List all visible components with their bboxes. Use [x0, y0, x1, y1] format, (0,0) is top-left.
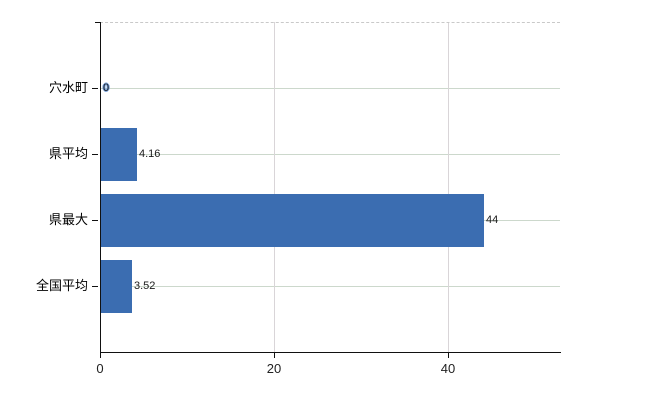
horizontal-gridline — [101, 154, 560, 155]
x-tick-label: 0 — [96, 361, 104, 376]
category-tick — [92, 220, 98, 221]
horizontal-gridline — [101, 88, 560, 89]
plot-top-border — [100, 22, 560, 23]
y-axis — [100, 22, 101, 352]
bar-県平均 — [101, 128, 137, 181]
bar-value-label: 44 — [486, 214, 499, 226]
category-tick — [92, 154, 98, 155]
horizontal-gridline — [101, 286, 560, 287]
bar-value-label: 3.52 — [134, 280, 156, 292]
x-tick-mark — [448, 353, 450, 358]
x-tick-mark — [100, 353, 101, 358]
bar-value-label: 4.16 — [139, 148, 161, 160]
category-label: 県平均 — [48, 146, 88, 161]
category-tick — [92, 286, 98, 287]
x-tick-label: 40 — [440, 361, 456, 376]
vertical-gridline — [274, 22, 276, 352]
category-tick — [92, 88, 98, 89]
x-tick-label: 20 — [266, 361, 282, 376]
vertical-gridline — [448, 22, 450, 352]
bar-全国平均 — [101, 260, 132, 313]
bar-value-label: 0 — [103, 82, 110, 94]
category-label: 県最大 — [48, 212, 88, 227]
x-axis — [100, 352, 561, 353]
category-label: 穴水町 — [48, 80, 88, 95]
x-tick-mark — [274, 353, 276, 358]
category-label: 全国平均 — [35, 278, 88, 293]
bar-県最大 — [101, 194, 484, 247]
y-axis-end-tick — [95, 22, 100, 23]
